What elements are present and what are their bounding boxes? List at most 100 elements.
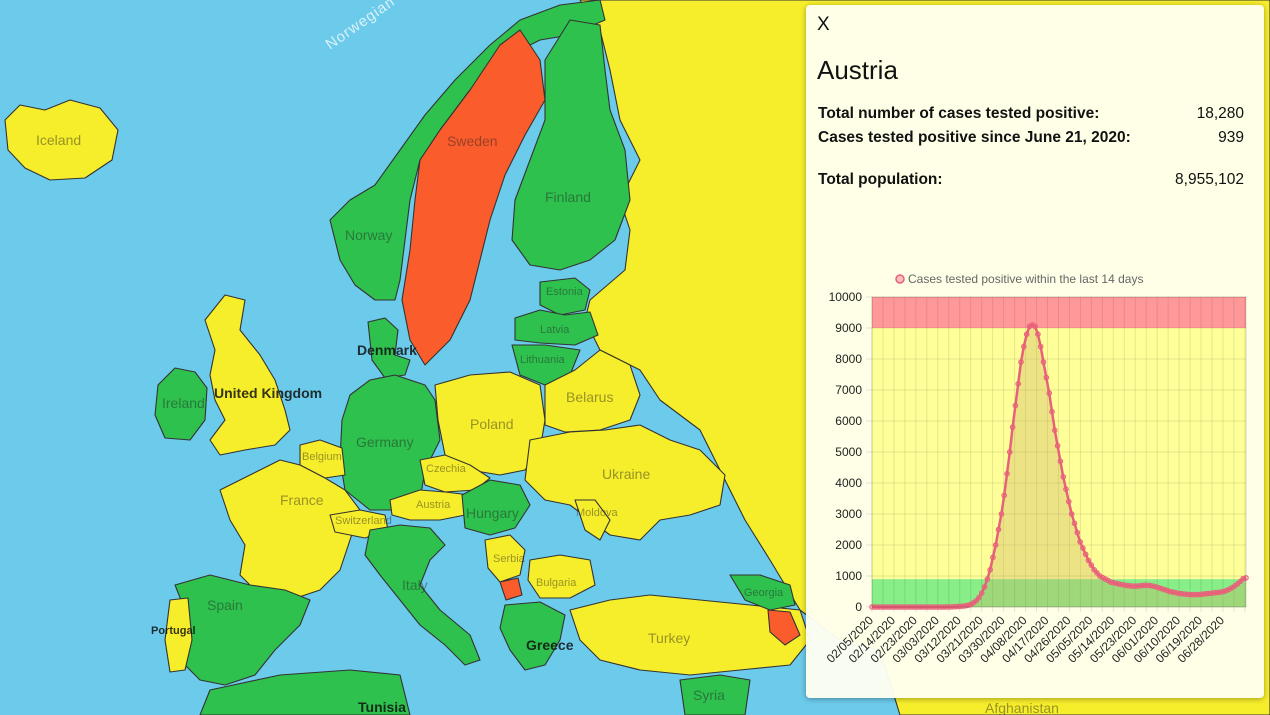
- country-north-macedonia[interactable]: [499, 577, 523, 601]
- data-point: [981, 584, 988, 590]
- data-point: [1071, 520, 1078, 527]
- country-denmark[interactable]: [367, 317, 411, 379]
- country-title: Austria: [817, 55, 898, 85]
- country-syria[interactable]: [679, 674, 751, 715]
- country-armenia[interactable]: [767, 609, 801, 646]
- y-tick-label: 3000: [835, 507, 862, 521]
- data-point: [1037, 343, 1044, 350]
- data-point: [1001, 492, 1007, 499]
- country-norway[interactable]: [329, 0, 606, 301]
- country-turkey[interactable]: [569, 594, 811, 676]
- data-point: [1243, 575, 1249, 581]
- country-belarus[interactable]: [544, 349, 641, 433]
- data-point: [1009, 424, 1016, 430]
- country-france[interactable]: [219, 459, 361, 601]
- country-iceland[interactable]: [4, 99, 119, 181]
- country-italy[interactable]: [364, 524, 481, 666]
- stat-cases-since: Cases tested positive since June 21, 202…: [818, 129, 1244, 147]
- data-point: [984, 576, 991, 582]
- country-serbia[interactable]: [484, 534, 526, 583]
- data-point: [1015, 381, 1021, 387]
- data-point: [1032, 323, 1038, 330]
- data-point: [1082, 551, 1089, 558]
- stat-label: Total number of cases tested positive:: [818, 105, 1100, 122]
- y-tick-label: 7000: [835, 383, 862, 397]
- stat-value: 8,955,102: [1175, 171, 1244, 188]
- country-sweden[interactable]: [401, 29, 546, 366]
- data-point: [1068, 511, 1075, 517]
- country-ireland[interactable]: [154, 367, 208, 441]
- data-point: [1021, 343, 1027, 350]
- threshold-band: [872, 297, 1246, 328]
- plot-border: [871, 296, 1247, 608]
- data-point: [1018, 359, 1024, 365]
- country-info-panel: X Austria Total number of cases tested p…: [806, 5, 1264, 698]
- y-tick-label: 5000: [835, 445, 862, 459]
- data-point: [1035, 331, 1041, 337]
- series-area: [872, 324, 1246, 607]
- data-point: [1023, 331, 1030, 337]
- country-united-kingdom[interactable]: [204, 294, 291, 456]
- data-point: [1057, 458, 1064, 465]
- y-tick-label: 0: [855, 600, 862, 614]
- country-portugal[interactable]: [164, 597, 193, 673]
- country-bulgaria[interactable]: [527, 554, 596, 599]
- data-point: [995, 526, 1002, 533]
- y-tick-label: 4000: [835, 476, 862, 490]
- y-tick-label: 8000: [835, 352, 862, 366]
- data-point: [1102, 576, 1109, 582]
- data-point: [967, 601, 974, 608]
- data-point: [1063, 486, 1069, 492]
- data-point: [990, 554, 996, 561]
- data-point: [1105, 577, 1112, 584]
- data-point: [1060, 474, 1067, 480]
- data-point: [1074, 529, 1081, 536]
- stat-total-cases: Total number of cases tested positive: 1…: [818, 105, 1244, 123]
- data-point: [1223, 587, 1230, 594]
- data-point: [992, 542, 999, 548]
- y-tick-label: 10000: [829, 290, 863, 304]
- y-tick-label: 9000: [835, 321, 862, 335]
- country-estonia[interactable]: [539, 277, 591, 316]
- legend-marker: [895, 274, 905, 284]
- country-tunisia[interactable]: [199, 669, 411, 715]
- legend-label: Cases tested positive within the last 14…: [908, 272, 1143, 286]
- data-point: [976, 594, 982, 601]
- data-point: [1046, 390, 1052, 396]
- data-point: [987, 567, 993, 573]
- data-point: [1040, 359, 1047, 365]
- data-point: [998, 511, 1005, 517]
- data-point: [1029, 322, 1036, 328]
- data-point: [1226, 586, 1232, 593]
- country-finland[interactable]: [511, 19, 631, 271]
- stat-label: Total population:: [818, 171, 943, 188]
- stat-value: 18,280: [1196, 105, 1244, 122]
- data-point: [1066, 498, 1072, 505]
- close-button[interactable]: X: [817, 14, 830, 35]
- y-tick-label: 1000: [835, 569, 862, 583]
- data-point: [1099, 574, 1106, 581]
- country-moldova[interactable]: [574, 499, 611, 541]
- y-tick-label: 2000: [835, 538, 862, 552]
- data-point: [1012, 402, 1019, 409]
- data-point: [1085, 557, 1092, 564]
- stat-population: Total population: 8,955,102: [818, 171, 1244, 189]
- data-point: [1077, 539, 1083, 545]
- y-tick-label: 6000: [835, 414, 862, 428]
- data-point: [1052, 427, 1058, 434]
- data-point: [1004, 470, 1010, 477]
- stat-value: 939: [1218, 129, 1244, 146]
- data-point: [1054, 443, 1061, 449]
- country-georgia[interactable]: [729, 574, 796, 611]
- stat-label: Cases tested positive since June 21, 202…: [818, 129, 1131, 146]
- country-greece[interactable]: [499, 601, 566, 671]
- country-latvia[interactable]: [514, 309, 599, 346]
- data-point: [1043, 374, 1050, 381]
- data-point: [1026, 323, 1033, 330]
- data-point: [978, 590, 985, 596]
- cases-chart: 0 1000 2000 3000 4000 5000 6000 7000 8000 9000 100…: [824, 272, 1249, 666]
- country-hungary[interactable]: [461, 479, 531, 536]
- data-point: [1049, 408, 1055, 415]
- data-point: [1097, 573, 1103, 579]
- country-ukraine[interactable]: [524, 424, 726, 541]
